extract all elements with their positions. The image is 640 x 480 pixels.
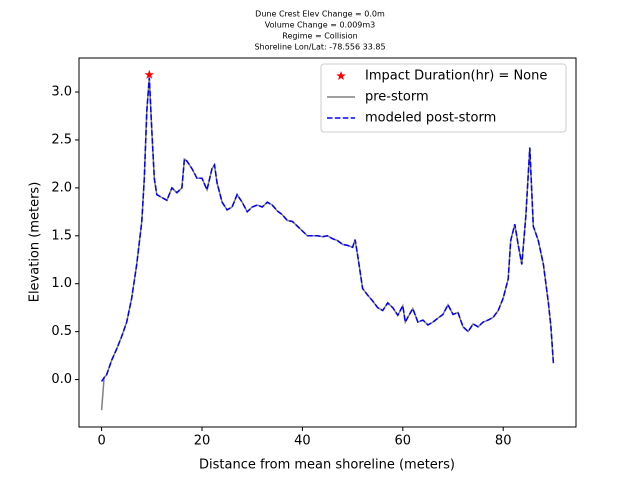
y-tick-label: 2.0: [51, 180, 72, 195]
chart-title: Regime = Collision: [282, 32, 357, 41]
y-axis-label: Elevation (meters): [28, 182, 43, 303]
legend-label: Impact Duration(hr) = None: [365, 69, 547, 84]
y-tick-label: 1.0: [51, 276, 72, 291]
plot-frame: [78, 57, 577, 428]
x-tick-label: 80: [495, 434, 512, 449]
x-tick-label: 40: [294, 434, 311, 449]
y-tick-label: 1.5: [51, 228, 72, 243]
x-tick-label: 20: [194, 434, 211, 449]
impact-marker: [144, 69, 154, 79]
legend-label: modeled post-storm: [365, 111, 496, 126]
x-axis-label: Distance from mean shoreline (meters): [199, 458, 455, 473]
y-tick-label: 3.0: [51, 85, 72, 100]
legend-label: pre-storm: [365, 90, 429, 105]
chart-title: Dune Crest Elev Change = 0.0m: [255, 10, 385, 19]
legend-box: [320, 63, 567, 133]
profile-line: [100, 77, 555, 382]
legend-marker: [336, 71, 346, 80]
y-tick-label: 0.5: [51, 324, 72, 339]
y-tick-label: 0.0: [51, 372, 72, 387]
y-tick-label: 2.5: [51, 132, 72, 147]
x-tick-label: 60: [395, 434, 412, 449]
chart-title: Volume Change = 0.009m3: [265, 21, 376, 30]
chart-title: Shoreline Lon/Lat: -78.556 33.85: [254, 43, 385, 52]
x-tick-label: 0: [97, 434, 105, 449]
